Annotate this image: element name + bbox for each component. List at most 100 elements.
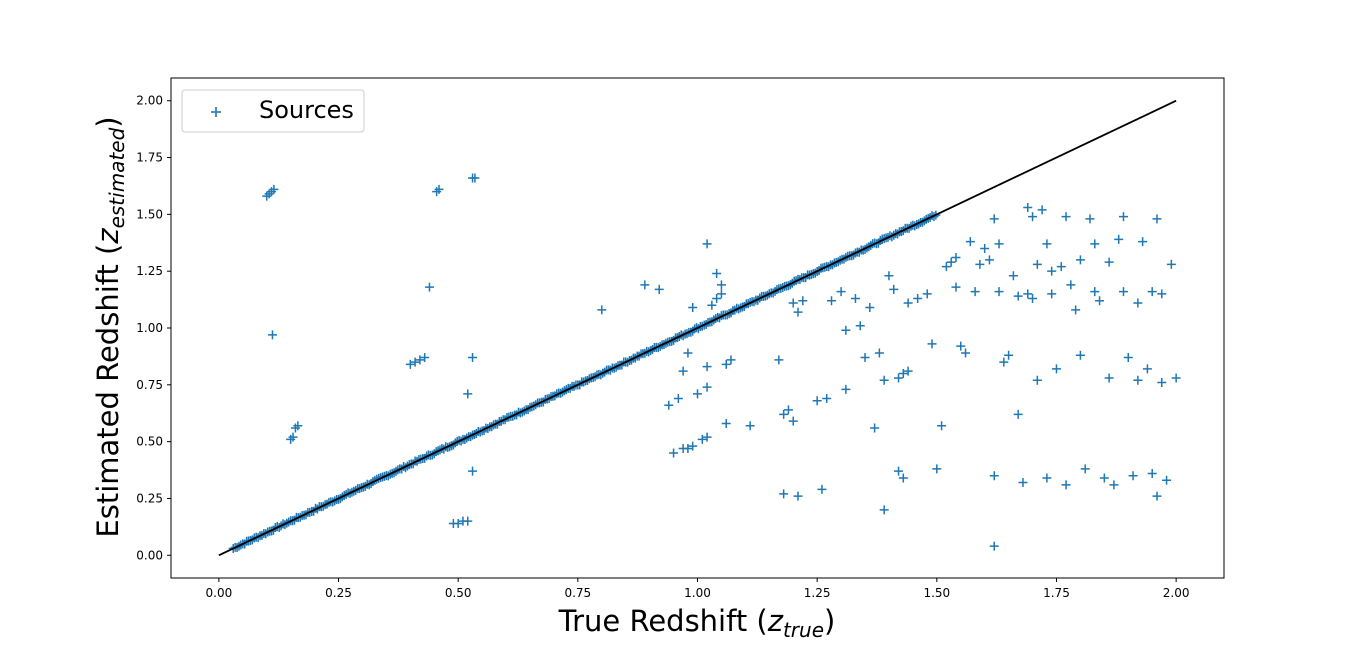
legend-marker xyxy=(211,107,221,117)
data-point xyxy=(941,262,951,272)
y-axis-label: Estimated Redshift (zestimated) xyxy=(91,116,129,537)
y-tick-label: 2.00 xyxy=(136,94,163,108)
data-point xyxy=(664,400,674,410)
data-point xyxy=(970,287,980,297)
data-point xyxy=(822,393,832,403)
data-point xyxy=(1090,287,1100,297)
data-point xyxy=(707,300,717,310)
x-tick-label: 0.25 xyxy=(325,586,352,600)
x-axis-label: True Redshift (ztrue) xyxy=(558,604,836,642)
y-tick-label: 0.75 xyxy=(136,378,163,392)
x-tick-label: 1.75 xyxy=(1043,586,1070,600)
data-point xyxy=(1104,257,1114,267)
data-point xyxy=(1023,203,1033,213)
data-point xyxy=(463,389,473,399)
data-point xyxy=(984,255,994,265)
data-point xyxy=(1147,468,1157,478)
y-tick-label: 0.00 xyxy=(136,548,163,562)
data-point xyxy=(1008,271,1018,281)
x-tick-label: 0.75 xyxy=(564,586,591,600)
x-tick-label: 1.50 xyxy=(923,586,950,600)
data-point xyxy=(434,184,444,194)
data-point xyxy=(678,366,688,376)
data-point xyxy=(415,355,425,365)
data-point xyxy=(812,396,822,406)
data-point xyxy=(865,303,875,313)
data-point xyxy=(1080,464,1090,474)
data-point xyxy=(640,280,650,290)
data-point xyxy=(1152,491,1162,501)
y-tick-label: 1.00 xyxy=(136,321,163,335)
data-point xyxy=(1032,375,1042,385)
data-point xyxy=(870,423,880,433)
data-point xyxy=(1028,212,1038,222)
data-point xyxy=(788,298,798,308)
data-point xyxy=(927,339,937,349)
data-point xyxy=(850,293,860,303)
data-point xyxy=(793,491,803,501)
data-point xyxy=(922,289,932,299)
data-point xyxy=(1142,364,1152,374)
data-point xyxy=(1138,237,1148,247)
data-point xyxy=(879,505,889,515)
data-point xyxy=(293,421,303,431)
data-point xyxy=(1152,214,1162,224)
y-tick-label: 1.50 xyxy=(136,207,163,221)
data-point xyxy=(702,239,712,249)
x-tick-label: 1.25 xyxy=(804,586,831,600)
data-point xyxy=(702,432,712,442)
data-point xyxy=(424,282,434,292)
data-point xyxy=(453,518,463,528)
data-point xyxy=(1118,212,1128,222)
data-point xyxy=(1047,266,1057,276)
data-point xyxy=(884,271,894,281)
y-tick-label: 1.75 xyxy=(136,151,163,165)
data-point xyxy=(1099,473,1109,483)
data-point xyxy=(1133,375,1143,385)
legend-frame xyxy=(181,89,365,133)
data-point xyxy=(913,293,923,303)
data-point xyxy=(894,373,904,383)
data-point xyxy=(951,282,961,292)
data-point xyxy=(874,348,884,358)
data-point xyxy=(1109,480,1119,490)
x-tick-label: 0.00 xyxy=(206,586,233,600)
data-point xyxy=(951,253,961,263)
data-point xyxy=(1004,350,1014,360)
data-point xyxy=(673,393,683,403)
data-point xyxy=(1090,239,1100,249)
data-point xyxy=(1013,409,1023,419)
data-point xyxy=(1042,473,1052,483)
data-point xyxy=(898,368,908,378)
data-point xyxy=(1166,259,1176,269)
data-point xyxy=(654,284,664,294)
data-point xyxy=(702,382,712,392)
data-point xyxy=(688,441,698,451)
data-point xyxy=(683,443,693,453)
data-point xyxy=(267,330,277,340)
data-point xyxy=(1032,259,1042,269)
data-point xyxy=(1018,478,1028,488)
data-point xyxy=(716,289,726,299)
data-point xyxy=(937,421,947,431)
data-point xyxy=(1047,289,1057,299)
x-tick-label: 1.00 xyxy=(684,586,711,600)
data-point xyxy=(793,307,803,317)
data-point xyxy=(405,359,415,369)
data-point xyxy=(721,359,731,369)
data-point xyxy=(669,448,679,458)
reference-line xyxy=(218,99,1177,557)
data-point xyxy=(798,296,808,306)
data-point xyxy=(1147,287,1157,297)
data-point xyxy=(975,259,985,269)
data-point xyxy=(702,362,712,372)
data-point xyxy=(903,298,913,308)
data-point xyxy=(903,366,913,376)
data-point xyxy=(989,541,999,551)
data-point xyxy=(783,405,793,415)
data-point xyxy=(1061,212,1071,222)
data-point xyxy=(712,293,722,303)
y-tick-label: 0.50 xyxy=(136,435,163,449)
data-point xyxy=(697,434,707,444)
data-point xyxy=(879,375,889,385)
